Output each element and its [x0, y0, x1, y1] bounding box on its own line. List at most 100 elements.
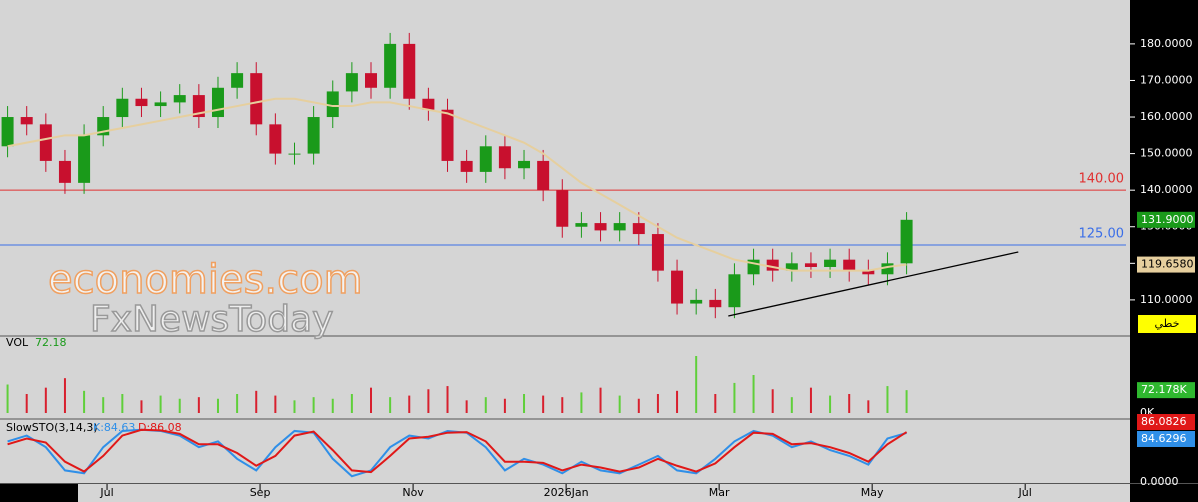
x-tick-label: Sep [1168, 486, 1189, 499]
volume-bar [618, 395, 621, 413]
candle-body [135, 98, 148, 107]
volume-bar [867, 400, 870, 413]
y-tick-label: 160.0000 [1140, 110, 1193, 123]
x-tick-label: Jul [1018, 486, 1032, 499]
volume-bar [408, 395, 411, 413]
volume-bar [197, 397, 200, 413]
candle-body [288, 153, 301, 155]
volume-bar [886, 386, 889, 413]
candle-body [116, 98, 129, 118]
level-label: 140.00 [1079, 172, 1125, 187]
volume-bar [752, 375, 755, 413]
volume-bar [102, 397, 105, 413]
volume-bar [599, 387, 602, 413]
candle-body [651, 234, 664, 271]
stoch-box-label: 86.0826 [1141, 415, 1187, 428]
volume-bar [829, 395, 832, 413]
volume-bar [790, 397, 793, 413]
candle-body [384, 43, 397, 88]
volume-bar [178, 398, 181, 413]
candle-body [365, 73, 378, 88]
candle-body [211, 87, 224, 118]
candle-body [575, 223, 588, 227]
stoch-line [7, 428, 908, 474]
volume-bar [561, 397, 564, 413]
candle-body [690, 299, 703, 304]
volume-bar [905, 390, 908, 413]
volume-bar [523, 394, 526, 413]
candle-body [250, 73, 263, 125]
volume-bar [389, 397, 392, 413]
volume-box [1137, 382, 1195, 399]
stoch-box [1137, 414, 1195, 430]
volume-current: 72.18 [35, 336, 67, 349]
volume-bar [350, 394, 353, 413]
candle-body [154, 102, 167, 107]
volume-bar [236, 394, 239, 413]
price-box [1137, 211, 1195, 228]
y-tick-label: 0.0000 [1140, 475, 1179, 488]
candle-body [58, 160, 71, 183]
candle-body [556, 190, 569, 227]
volume-bar [427, 389, 430, 413]
candle-body [862, 270, 875, 275]
x-tick-label: Nov [402, 486, 424, 499]
volume-bar [312, 397, 315, 413]
volume-bar [83, 390, 86, 413]
moving-average [7, 97, 907, 272]
candle-body [594, 223, 607, 231]
candle-body [269, 124, 282, 154]
volume-bar [676, 390, 679, 413]
watermark: economies.com [48, 257, 363, 303]
y-tick-label: 110.0000 [1140, 293, 1193, 306]
legend-label: D:86.08 [138, 421, 182, 434]
stoch-box [1137, 431, 1195, 447]
volume-bar [580, 392, 583, 413]
level-label: 125.00 [1079, 227, 1125, 242]
candle-body [479, 146, 492, 172]
legend-label: K:84.63 [93, 421, 135, 434]
candle-body [173, 95, 186, 103]
y-tick-label: 140.0000 [1140, 183, 1193, 196]
volume-bar [637, 398, 640, 413]
candle-body [1, 117, 14, 147]
candle-body [843, 259, 856, 271]
volume-bar [695, 356, 698, 413]
candle-body [345, 73, 358, 92]
candle-body [403, 43, 416, 99]
candle-body [728, 274, 741, 308]
candle-body [537, 160, 550, 191]
volume-bar [503, 398, 506, 413]
volume-bar [159, 395, 162, 413]
volume-bar [255, 390, 258, 413]
candle-body [231, 73, 244, 88]
candle-body [498, 146, 511, 169]
volume-bar [484, 397, 487, 413]
badge [1138, 315, 1196, 333]
y-tick-label: 170.0000 [1140, 73, 1193, 86]
volume-bar [25, 394, 28, 413]
x-tick-label: May [861, 486, 884, 499]
y-tick-label: 150.0000 [1140, 147, 1193, 160]
volume-bar [121, 394, 124, 413]
candle-body [613, 223, 626, 231]
volume-bar [848, 394, 851, 413]
y-tick-label: 180.0000 [1140, 37, 1193, 50]
x-tick-label: Jul [99, 486, 113, 499]
date-axis-bg [78, 484, 1130, 502]
volume-bar [446, 386, 449, 413]
volume-bar [370, 387, 373, 413]
watermark: FxNewsToday [90, 299, 333, 340]
candle-body [39, 124, 52, 161]
candle-body [20, 117, 33, 125]
volume-title: VOL [6, 336, 29, 349]
x-tick-label: 2026Jan [544, 486, 589, 499]
volume-bar [542, 395, 545, 413]
candle-body [671, 270, 684, 304]
candle-body [326, 91, 339, 118]
candle-body [785, 263, 798, 271]
candle-body [422, 98, 435, 110]
candle-body [460, 160, 473, 172]
volume-bar [733, 382, 736, 413]
